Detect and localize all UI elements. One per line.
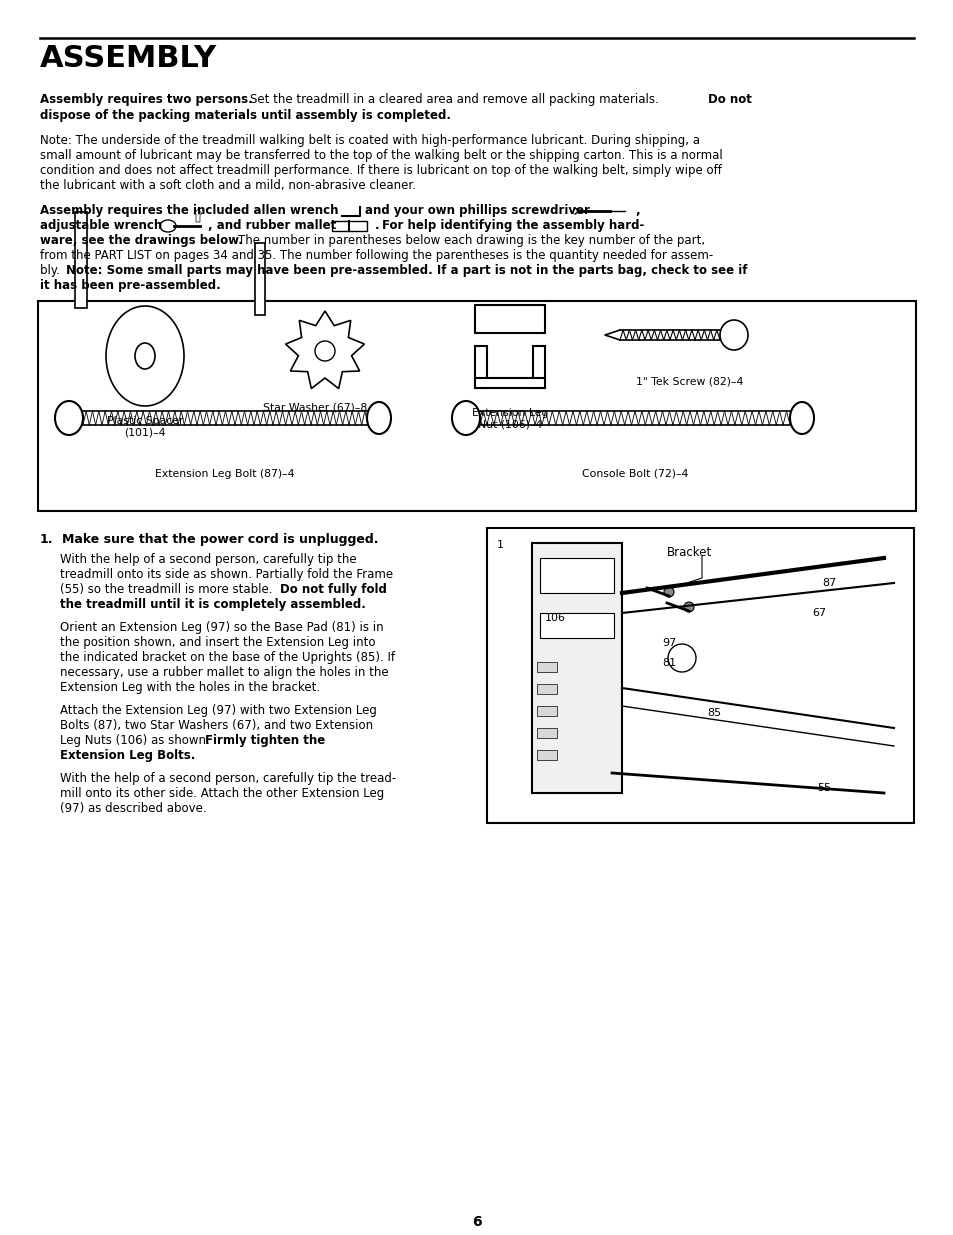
Bar bbox=[539, 558, 614, 593]
FancyArrow shape bbox=[193, 209, 202, 222]
Text: .: . bbox=[375, 219, 383, 232]
Bar bbox=[537, 727, 557, 739]
Text: 6: 6 bbox=[472, 1215, 481, 1229]
Text: dispose of the packing materials until assembly is completed.: dispose of the packing materials until a… bbox=[40, 109, 451, 122]
Text: Leg Nuts (106) as shown.: Leg Nuts (106) as shown. bbox=[60, 734, 213, 747]
Circle shape bbox=[667, 643, 696, 672]
Text: Orient an Extension Leg (97) so the Base Pad (81) is in: Orient an Extension Leg (97) so the Base… bbox=[60, 621, 383, 634]
Text: Extension Leg Bolts.: Extension Leg Bolts. bbox=[60, 748, 195, 762]
Text: Attach the Extension Leg (97) with two Extension Leg: Attach the Extension Leg (97) with two E… bbox=[60, 704, 376, 718]
Text: small amount of lubricant may be transferred to the top of the walking belt or t: small amount of lubricant may be transfe… bbox=[40, 149, 722, 162]
Bar bbox=[254, 243, 265, 315]
Text: Note: Some small parts may have been pre-assembled. If a part is not in the part: Note: Some small parts may have been pre… bbox=[66, 264, 747, 277]
Text: necessary, use a rubber mallet to align the holes in the: necessary, use a rubber mallet to align … bbox=[60, 666, 388, 679]
Text: 87: 87 bbox=[821, 578, 836, 588]
Text: 85: 85 bbox=[706, 708, 720, 718]
Ellipse shape bbox=[106, 306, 184, 406]
Text: , and rubber mallet: , and rubber mallet bbox=[208, 219, 335, 232]
Text: Make sure that the power cord is unplugged.: Make sure that the power cord is unplugg… bbox=[62, 534, 378, 546]
Text: Assembly requires the included allen wrench: Assembly requires the included allen wre… bbox=[40, 204, 338, 217]
Bar bbox=[533, 346, 544, 388]
Text: With the help of a second person, carefully tip the tread-: With the help of a second person, carefu… bbox=[60, 772, 395, 785]
Bar bbox=[75, 212, 87, 308]
Text: Assembly requires two persons.: Assembly requires two persons. bbox=[40, 93, 253, 106]
Circle shape bbox=[683, 601, 693, 613]
Ellipse shape bbox=[720, 320, 747, 350]
Text: 1" Tek Screw (82)–4: 1" Tek Screw (82)–4 bbox=[636, 375, 743, 387]
Text: mill onto its other side. Attach the other Extension Leg: mill onto its other side. Attach the oth… bbox=[60, 787, 384, 800]
Bar bbox=[475, 346, 486, 388]
Bar bbox=[532, 543, 621, 793]
Text: adjustable wrench: adjustable wrench bbox=[40, 219, 162, 232]
Text: 67: 67 bbox=[811, 608, 825, 618]
Text: 81: 81 bbox=[661, 658, 676, 668]
Bar bbox=[475, 305, 544, 333]
Bar bbox=[537, 706, 557, 716]
Circle shape bbox=[314, 341, 335, 361]
Bar bbox=[537, 684, 557, 694]
Text: from the PART LIST on pages 34 and 35. The number following the parentheses is t: from the PART LIST on pages 34 and 35. T… bbox=[40, 249, 713, 262]
Text: it has been pre-assembled.: it has been pre-assembled. bbox=[40, 279, 220, 291]
Text: and your own phillips screwdriver: and your own phillips screwdriver bbox=[365, 204, 589, 217]
Text: Set the treadmill in a cleared area and remove all packing materials.: Set the treadmill in a cleared area and … bbox=[250, 93, 659, 106]
Text: Bracket: Bracket bbox=[666, 546, 712, 559]
Text: ware, see the drawings below.: ware, see the drawings below. bbox=[40, 233, 243, 247]
Text: (55) so the treadmill is more stable.: (55) so the treadmill is more stable. bbox=[60, 583, 276, 597]
Text: the position shown, and insert the Extension Leg into: the position shown, and insert the Exten… bbox=[60, 636, 375, 650]
Ellipse shape bbox=[160, 220, 175, 232]
Text: the treadmill until it is completely assembled.: the treadmill until it is completely ass… bbox=[60, 598, 366, 611]
Text: With the help of a second person, carefully tip the: With the help of a second person, carefu… bbox=[60, 553, 356, 566]
Text: Bolts (87), two Star Washers (67), and two Extension: Bolts (87), two Star Washers (67), and t… bbox=[60, 719, 373, 732]
Text: Console Bolt (72)–4: Console Bolt (72)–4 bbox=[581, 469, 687, 479]
Text: bly.: bly. bbox=[40, 264, 64, 277]
Text: 1.: 1. bbox=[40, 534, 53, 546]
Text: The number in parentheses below each drawing is the key number of the part,: The number in parentheses below each dra… bbox=[237, 233, 704, 247]
Bar bbox=[486, 529, 913, 823]
Text: Firmly tighten the: Firmly tighten the bbox=[205, 734, 325, 747]
Bar bbox=[332, 221, 367, 231]
Text: (97) as described above.: (97) as described above. bbox=[60, 802, 207, 815]
Text: Extension Leg Bolt (87)–4: Extension Leg Bolt (87)–4 bbox=[155, 469, 294, 479]
Text: Note: The underside of the treadmill walking belt is coated with high-performanc: Note: The underside of the treadmill wal… bbox=[40, 135, 700, 147]
Text: Extension Leg
Nut (106)–4: Extension Leg Nut (106)–4 bbox=[471, 408, 548, 430]
Ellipse shape bbox=[55, 401, 83, 435]
Text: 106: 106 bbox=[544, 613, 565, 622]
Text: Star Washer (67)–8: Star Washer (67)–8 bbox=[263, 403, 367, 412]
Polygon shape bbox=[285, 311, 364, 389]
Text: treadmill onto its side as shown. Partially fold the Frame: treadmill onto its side as shown. Partia… bbox=[60, 568, 393, 580]
Bar bbox=[537, 662, 557, 672]
Text: 55: 55 bbox=[816, 783, 830, 793]
Ellipse shape bbox=[135, 343, 154, 369]
Text: 1: 1 bbox=[497, 540, 503, 550]
Bar bbox=[38, 301, 915, 511]
Text: condition and does not affect treadmill performance. If there is lubricant on to: condition and does not affect treadmill … bbox=[40, 164, 721, 177]
Ellipse shape bbox=[452, 401, 479, 435]
Text: the indicated bracket on the base of the Uprights (85). If: the indicated bracket on the base of the… bbox=[60, 651, 395, 664]
Text: ASSEMBLY: ASSEMBLY bbox=[40, 44, 217, 73]
Text: Extension Leg with the holes in the bracket.: Extension Leg with the holes in the brac… bbox=[60, 680, 320, 694]
Bar bbox=[475, 378, 544, 388]
Bar bbox=[539, 613, 614, 638]
Circle shape bbox=[663, 587, 673, 597]
Text: ,: , bbox=[635, 204, 639, 217]
Bar bbox=[537, 750, 557, 760]
Text: Plastic Spacer
(101)–4: Plastic Spacer (101)–4 bbox=[107, 416, 183, 437]
Text: 97: 97 bbox=[661, 638, 676, 648]
Ellipse shape bbox=[367, 403, 391, 433]
Text: Do not: Do not bbox=[707, 93, 751, 106]
Text: For help identifying the assembly hard-: For help identifying the assembly hard- bbox=[381, 219, 643, 232]
Ellipse shape bbox=[789, 403, 813, 433]
Text: Do not fully fold: Do not fully fold bbox=[280, 583, 387, 597]
Text: the lubricant with a soft cloth and a mild, non-abrasive cleaner.: the lubricant with a soft cloth and a mi… bbox=[40, 179, 416, 191]
